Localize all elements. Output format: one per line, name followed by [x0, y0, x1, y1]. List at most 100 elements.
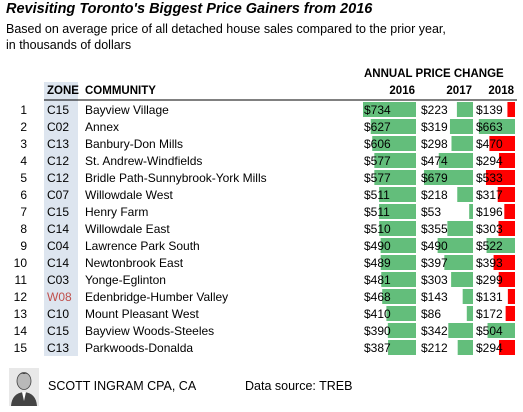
bar-v2016: [379, 187, 416, 202]
row-community: Willowdale East: [85, 222, 170, 236]
row-community: Bridle Path-Sunnybrook-York Mills: [85, 171, 267, 185]
bar-v2017: [449, 119, 473, 134]
bar-v2018: [486, 238, 515, 253]
row-rank: 13: [14, 307, 28, 321]
value-label-v2016: $387: [364, 341, 391, 355]
row-community: Mount Pleasant West: [85, 307, 200, 321]
value-label-v2016: $577: [364, 154, 391, 168]
row-zone: C13: [47, 341, 69, 355]
value-label-v2016: $481: [364, 273, 391, 287]
row-zone: C13: [47, 137, 69, 151]
value-label-v2018: $299: [476, 273, 503, 287]
bar-v2016: [381, 272, 416, 287]
value-label-v2018: $303: [476, 222, 503, 236]
row-zone: C07: [47, 188, 69, 202]
value-label-v2017: $218: [421, 188, 448, 202]
bar-v2018: [497, 187, 515, 202]
row-rank: 3: [20, 137, 27, 151]
bar-v2016: [363, 102, 416, 117]
bar-v2016: [370, 119, 416, 134]
bar-v2018: [498, 221, 515, 236]
value-label-v2016: $510: [364, 222, 391, 236]
price-change-table: ANNUAL PRICE CHANGE ZONE COMMUNITY 2016 2017…: [14, 68, 517, 356]
chart-subtitle: Based on average price of all detached h…: [6, 22, 446, 52]
group-header: ANNUAL PRICE CHANGE: [364, 68, 504, 80]
column-header-2018: 2018: [488, 85, 514, 97]
footer: SCOTT INGRAM CPA, CA Data source: TREB: [0, 366, 523, 410]
value-label-v2016: $390: [364, 324, 391, 338]
value-label-v2018: $294: [476, 341, 503, 355]
value-label-v2018: $131: [476, 290, 503, 304]
value-label-v2018: $317: [476, 188, 503, 202]
bar-v2016: [380, 255, 416, 270]
value-label-v2017: $490: [421, 239, 448, 253]
data-source-label: Data source: TREB: [245, 379, 353, 393]
bar-v2018: [507, 102, 515, 117]
bar-v2017: [462, 289, 473, 304]
row-zone: C14: [47, 256, 69, 270]
bar-v2017: [437, 238, 473, 253]
row-community: Annex: [85, 120, 119, 134]
bar-v2018: [478, 119, 515, 134]
row-zone: C03: [47, 273, 69, 287]
row-rank: 11: [15, 273, 28, 287]
bar-v2017: [457, 187, 473, 202]
row-rank: 7: [20, 205, 27, 219]
value-label-v2017: $474: [421, 154, 448, 168]
row-zone: W08: [47, 290, 72, 304]
column-header-2016: 2016: [389, 85, 415, 97]
bar-v2017: [466, 306, 473, 321]
value-label-v2016: $511: [364, 188, 390, 202]
value-label-v2017: $53: [421, 205, 441, 219]
column-header-community: COMMUNITY: [85, 85, 156, 97]
bar-v2017: [457, 340, 473, 355]
value-label-v2017: $397: [421, 256, 448, 270]
bar-v2016: [386, 306, 416, 321]
row-zone: C15: [47, 205, 69, 219]
row-community: Yonge-Eglinton: [85, 273, 166, 287]
row-zone: C12: [47, 154, 69, 168]
column-header-2017: 2017: [446, 85, 472, 97]
bar-v2018: [498, 153, 515, 168]
value-label-v2016: $511: [364, 205, 390, 219]
bar-v2016: [387, 323, 416, 338]
value-label-v2018: $139: [476, 103, 503, 117]
bar-v2018: [504, 204, 515, 219]
row-rank: 8: [20, 222, 27, 236]
value-label-v2017: $298: [421, 137, 448, 151]
value-label-v2017: $355: [421, 222, 448, 236]
bar-v2018: [507, 289, 515, 304]
row-zone: C02: [47, 120, 69, 134]
row-rank: 12: [14, 290, 28, 304]
value-label-v2016: $627: [364, 120, 391, 134]
row-rank: 14: [14, 324, 28, 338]
value-label-v2018: $196: [476, 205, 503, 219]
value-label-v2018: $533: [476, 171, 503, 185]
value-label-v2016: $734: [364, 103, 391, 117]
row-zone: C12: [47, 171, 69, 185]
bar-v2016: [382, 289, 416, 304]
row-rank: 5: [20, 171, 27, 185]
bar-v2016: [388, 340, 416, 355]
bar-v2016: [374, 153, 416, 168]
value-label-v2016: $410: [364, 307, 391, 321]
bar-v2016: [380, 238, 416, 253]
value-label-v2018: $172: [476, 307, 503, 321]
bar-v2018: [505, 306, 515, 321]
value-label-v2018: $504: [476, 324, 503, 338]
author-label: SCOTT INGRAM CPA, CA: [48, 379, 197, 393]
row-community: Edenbridge-Humber Valley: [85, 290, 228, 304]
row-rank: 1: [20, 103, 27, 117]
row-zone: C10: [47, 307, 69, 321]
value-label-v2018: $470: [476, 137, 503, 151]
value-label-v2016: $468: [364, 290, 391, 304]
row-rank: 15: [14, 341, 28, 355]
bar-v2017: [451, 272, 473, 287]
bar-v2018: [489, 136, 515, 151]
bar-v2016: [379, 204, 416, 219]
row-rank: 10: [14, 256, 28, 270]
bar-v2017: [444, 255, 473, 270]
bar-v2017: [423, 170, 473, 185]
row-rank: 9: [20, 239, 27, 253]
bar-v2017: [438, 153, 473, 168]
